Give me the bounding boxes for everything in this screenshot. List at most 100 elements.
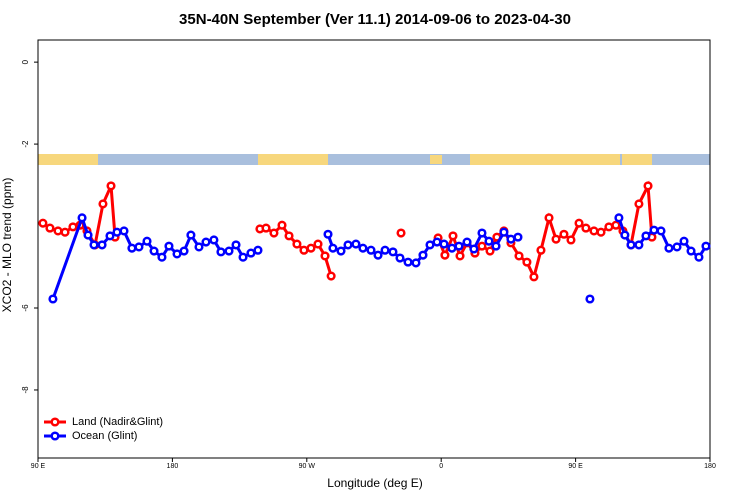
- plot-frame: [37, 39, 711, 459]
- y-tick-label: -8: [21, 386, 30, 394]
- data-point: [701, 241, 711, 251]
- data-point: [581, 223, 591, 233]
- data-point: [112, 227, 122, 237]
- data-point: [626, 240, 636, 250]
- data-point: [491, 241, 501, 251]
- data-point: [134, 242, 144, 252]
- data-point: [328, 243, 338, 253]
- x-tick-label: 90 E: [568, 463, 583, 470]
- data-point: [418, 250, 428, 260]
- data-point: [89, 240, 99, 250]
- data-point: [326, 271, 336, 281]
- data-point: [216, 247, 226, 257]
- data-point: [253, 245, 263, 255]
- data-point: [664, 243, 674, 253]
- data-point: [506, 234, 516, 244]
- y-tick-label: 0: [21, 59, 30, 64]
- data-point: [119, 226, 129, 236]
- data-point: [343, 240, 353, 250]
- data-point: [425, 240, 435, 250]
- data-point: [611, 220, 621, 230]
- data-point: [209, 235, 219, 245]
- data-point: [643, 181, 653, 191]
- data-point: [284, 231, 294, 241]
- data-point: [351, 239, 361, 249]
- data-point: [559, 229, 569, 239]
- data-point: [589, 226, 599, 236]
- data-point: [149, 246, 159, 256]
- data-point: [403, 257, 413, 267]
- data-point: [68, 222, 78, 232]
- data-point: [313, 239, 323, 249]
- data-point: [269, 228, 279, 238]
- data-point: [380, 245, 390, 255]
- data-point: [620, 230, 630, 240]
- data-point: [679, 236, 689, 246]
- data-point: [522, 257, 532, 267]
- data-point: [179, 246, 189, 256]
- y-tick-label: -2: [21, 140, 30, 148]
- data-point: [366, 245, 376, 255]
- data-point: [477, 228, 487, 238]
- data-point: [323, 229, 333, 239]
- data-point: [396, 228, 406, 238]
- data-point: [224, 246, 234, 256]
- data-point: [649, 225, 659, 235]
- data-point: [454, 241, 464, 251]
- data-point: [596, 227, 606, 237]
- data-point: [238, 252, 248, 262]
- data-point: [641, 231, 651, 241]
- data-point: [261, 223, 271, 233]
- data-point: [694, 252, 704, 262]
- data-point: [432, 237, 442, 247]
- data-point: [97, 240, 107, 250]
- data-point: [246, 248, 256, 258]
- data-point: [277, 220, 287, 230]
- data-point: [686, 246, 696, 256]
- data-point: [672, 242, 682, 252]
- data-point: [83, 230, 93, 240]
- data-point: [614, 213, 624, 223]
- data-point: [186, 230, 196, 240]
- data-point: [306, 243, 316, 253]
- data-point: [566, 235, 576, 245]
- data-point: [201, 237, 211, 247]
- data-point: [172, 249, 182, 259]
- data-point: [439, 239, 449, 249]
- legend-label: Land (Nadir&Glint): [72, 416, 163, 428]
- data-point: [574, 218, 584, 228]
- data-point: [604, 222, 614, 232]
- data-point: [634, 199, 644, 209]
- data-point: [462, 237, 472, 247]
- legend-marker: [50, 417, 60, 427]
- data-point: [142, 236, 152, 246]
- data-point: [38, 218, 48, 228]
- data-point: [513, 232, 523, 242]
- data-point: [77, 213, 87, 223]
- data-point: [373, 250, 383, 260]
- data-point: [544, 213, 554, 223]
- data-point: [469, 244, 479, 254]
- legend-label: Ocean (Glint): [72, 430, 137, 442]
- x-axis-label: Longitude (deg E): [327, 476, 422, 490]
- data-point: [455, 251, 465, 261]
- data-point: [388, 247, 398, 257]
- data-point: [585, 294, 595, 304]
- data-point: [499, 227, 509, 237]
- x-tick-label: 180: [704, 463, 716, 470]
- data-point: [514, 251, 524, 261]
- data-point: [320, 251, 330, 261]
- data-point: [477, 241, 487, 251]
- data-point: [164, 241, 174, 251]
- data-point: [157, 252, 167, 262]
- data-point: [60, 227, 70, 237]
- data-point: [194, 242, 204, 252]
- data-point: [551, 234, 561, 244]
- data-point: [484, 236, 494, 246]
- data-point: [440, 250, 450, 260]
- data-point: [634, 240, 644, 250]
- data-point: [98, 199, 108, 209]
- data-point: [529, 272, 539, 282]
- data-point: [48, 294, 58, 304]
